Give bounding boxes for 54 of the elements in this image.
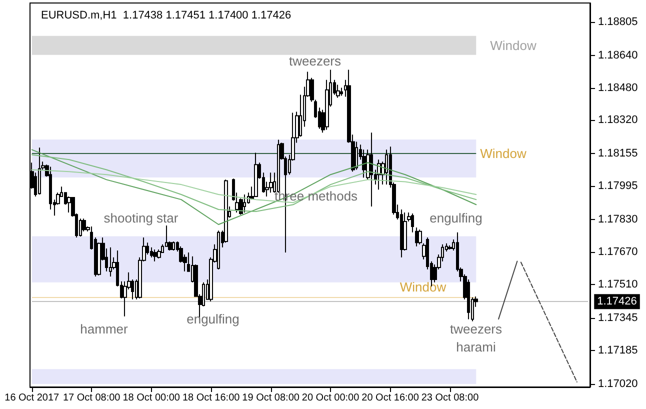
ref-line-label: Window <box>480 146 527 162</box>
y-tick-label: 1.17670 <box>598 246 638 258</box>
text: EURUSD.m,H1 1.17438 1.17451 1.17400 1.17426 <box>41 10 292 22</box>
line-series <box>31 169 477 204</box>
candlestick <box>217 230 220 270</box>
candlestick <box>418 229 422 245</box>
annotation: shooting star <box>104 210 179 226</box>
y-tick-label: 1.18155 <box>598 148 638 160</box>
annotation: engulfing <box>430 210 482 226</box>
candlestick <box>153 248 157 262</box>
candlestick <box>269 172 273 194</box>
x-tick-label: 19 Oct 08:00 <box>242 392 300 404</box>
y-tick-label: 1.17995 <box>598 180 638 192</box>
y-tick-label: 1.17185 <box>598 344 638 356</box>
candlestick <box>150 246 153 258</box>
candlestick <box>254 152 258 198</box>
annotation: engulfing <box>186 312 240 326</box>
band-label: Window <box>490 38 537 53</box>
x-tick-label: 20 Oct 00:00 <box>302 392 360 404</box>
candlestick <box>38 147 41 195</box>
y-tick-label: 1.17020 <box>598 378 638 390</box>
candlestick <box>340 87 343 96</box>
y-tick-label: 1.18640 <box>598 49 638 62</box>
y-tick-label: 1.17830 <box>598 214 638 226</box>
candlestick <box>109 246 112 277</box>
x-tick-label: 17 Oct 08:00 <box>62 392 121 404</box>
candlestick <box>411 213 414 233</box>
ref-line-label: 1.17426 <box>597 296 637 308</box>
annotation: harami <box>456 340 496 354</box>
annotation: tweezers <box>450 322 503 336</box>
candlestick <box>157 248 161 259</box>
candlestick <box>370 132 373 207</box>
x-tick-label: 20 Oct 16:00 <box>362 392 420 404</box>
candlestick <box>385 149 388 186</box>
x-tick-label: 18 Oct 16:00 <box>182 392 240 404</box>
y-tick-label: 1.18805 <box>598 16 638 28</box>
y-tick-label: 1.18480 <box>598 82 638 94</box>
candlestick <box>243 194 246 214</box>
y-tick-label: 1.18320 <box>598 114 638 126</box>
x-tick-label: 16 Oct 2017 <box>4 392 60 404</box>
y-tick-label: 1.17510 <box>598 278 638 291</box>
candlestick <box>415 227 418 247</box>
candlestick <box>172 241 175 251</box>
y-tick-label: 1.17345 <box>598 312 638 324</box>
annotation: hammer <box>80 322 129 336</box>
annotation: tweezers <box>288 54 342 68</box>
candlestick <box>67 196 71 214</box>
candlestick <box>467 278 470 320</box>
x-tick-label: 18 Oct 00:00 <box>122 392 180 404</box>
ref-line-label: Window <box>400 280 447 295</box>
candlestick <box>336 84 340 98</box>
candlestick <box>224 179 228 244</box>
line-series <box>31 154 477 212</box>
x-tick-label: 23 Oct 08:00 <box>421 392 480 404</box>
